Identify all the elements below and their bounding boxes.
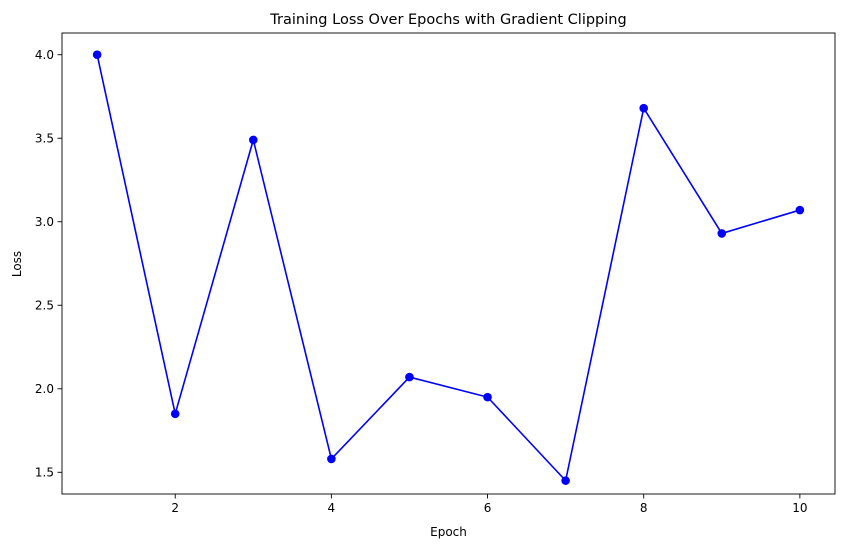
x-axis-label: Epoch <box>430 525 467 539</box>
x-tick-label: 6 <box>484 501 492 515</box>
series-layer <box>92 50 805 485</box>
y-tick-label: 3.0 <box>35 215 54 229</box>
data-point-marker <box>795 205 805 215</box>
y-tick-label: 2.5 <box>35 299 54 313</box>
series-line <box>96 54 801 482</box>
y-axis-label: Loss <box>10 251 24 277</box>
x-axis-ticks: 2 4 6 8 10 <box>171 494 808 515</box>
x-tick-label: 4 <box>328 501 336 515</box>
data-point-marker <box>717 229 727 238</box>
x-tick-label: 10 <box>792 501 807 515</box>
y-tick-label: 1.5 <box>35 466 54 480</box>
data-point-marker <box>639 103 649 113</box>
y-tick-label: 3.5 <box>35 132 54 146</box>
data-point-marker <box>561 476 570 485</box>
y-tick-label: 4.0 <box>35 48 54 62</box>
plot-frame <box>61 32 836 495</box>
y-axis-ticks: 1.5 2.0 2.5 3.0 3.5 4.0 <box>35 48 62 480</box>
data-point-marker <box>327 454 336 464</box>
data-point-marker <box>92 50 102 60</box>
x-tick-label: 8 <box>640 501 648 515</box>
y-tick-label: 2.0 <box>35 382 54 396</box>
plot-area <box>61 32 836 495</box>
data-point-marker <box>248 135 258 145</box>
data-point-marker <box>170 409 180 419</box>
x-tick-label: 2 <box>171 501 179 515</box>
data-point-marker <box>483 392 492 402</box>
data-point-marker <box>405 372 414 382</box>
chart-title: Training Loss Over Epochs with Gradient … <box>269 12 626 28</box>
